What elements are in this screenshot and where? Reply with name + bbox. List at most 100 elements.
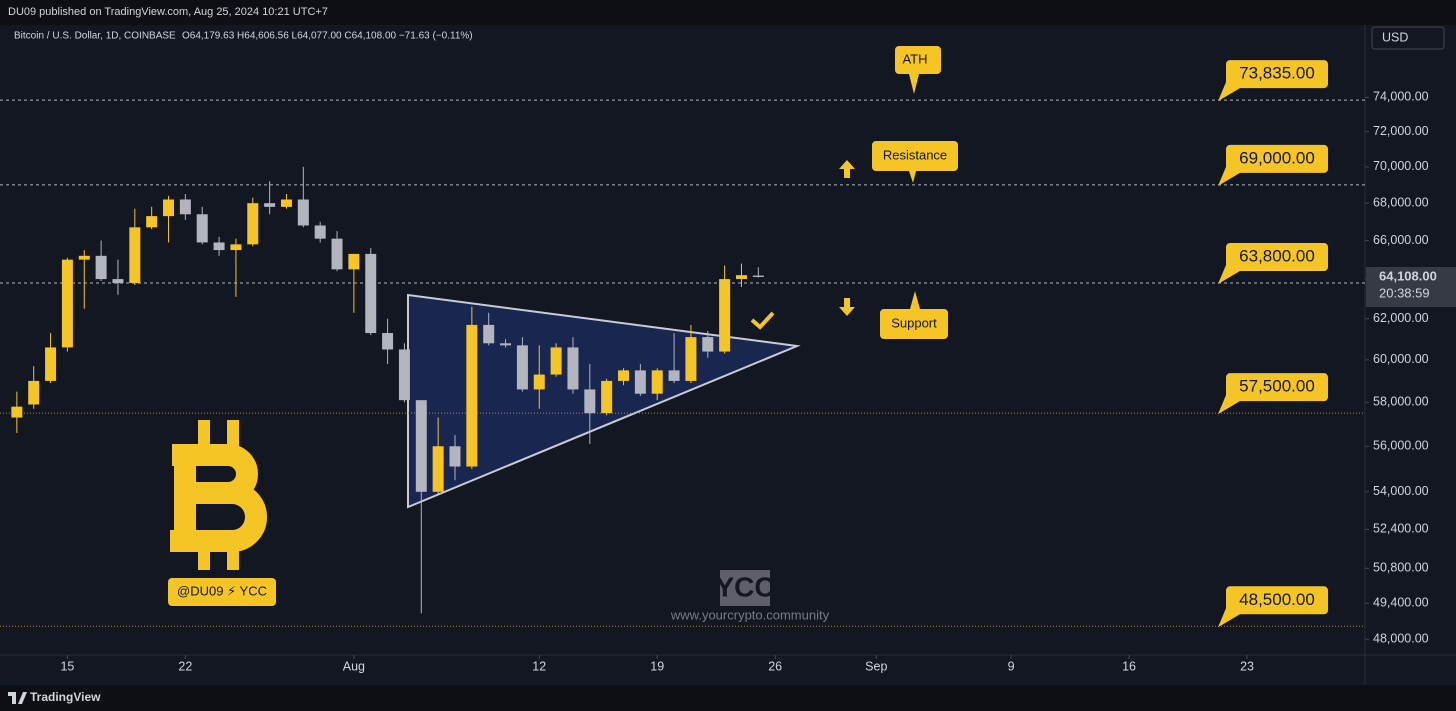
candle-body <box>179 199 191 215</box>
currency[interactable]: USD <box>1382 30 1408 44</box>
candle-body <box>702 337 714 352</box>
y-tick-label: 70,000.00 <box>1373 159 1429 173</box>
y-tick-label: 49,400.00 <box>1373 596 1429 610</box>
currency-box[interactable] <box>1371 26 1445 50</box>
level-label: 69,000.00 <box>1239 148 1315 167</box>
candle-body <box>584 389 596 414</box>
y-tick-label: 74,000.00 <box>1373 90 1429 104</box>
y-tick-label: 58,000.00 <box>1373 395 1429 409</box>
candle-body <box>230 244 242 251</box>
level-label: 73,835.00 <box>1239 64 1315 83</box>
x-tick-label: 22 <box>178 659 192 673</box>
url: www.yourcrypto.community <box>670 607 830 622</box>
level-callout <box>1218 373 1328 415</box>
last-price-box <box>1366 266 1456 307</box>
y-tick-label: 68,000.00 <box>1373 195 1429 209</box>
x-tick-label: Sep <box>865 659 887 673</box>
y-tick-label: 66,000.00 <box>1373 233 1429 247</box>
header-bar <box>0 0 1456 25</box>
x-tick-label: 26 <box>768 659 782 673</box>
candle-body <box>651 370 663 394</box>
ycc-logo-bg <box>720 570 770 606</box>
up-arrow <box>839 160 855 178</box>
footer-bar <box>0 685 1456 711</box>
y-tick-label: 50,800.00 <box>1373 561 1429 575</box>
candle-body <box>735 275 747 280</box>
x-tick-label: 16 <box>1122 659 1136 673</box>
candle-body <box>601 380 613 414</box>
candle-body <box>129 227 141 283</box>
candle-body <box>196 214 208 243</box>
level-callout <box>1218 242 1328 284</box>
candle-body <box>331 238 343 270</box>
level-callout <box>1218 144 1328 186</box>
level-label: 57,500.00 <box>1239 377 1315 396</box>
candle-body <box>297 199 309 226</box>
candle-body <box>483 324 495 344</box>
candle-body <box>449 446 461 467</box>
ohlc: O64,179.63 H64,606.56 L64,077.00 C64,108… <box>182 31 473 42</box>
y-tick-label: 72,000.00 <box>1373 124 1429 138</box>
annotation: Resistance <box>883 147 947 162</box>
level-callout <box>1218 586 1328 628</box>
annotation: ATH <box>902 51 927 66</box>
marks: 73,835.00 69,000.00 63,800.00 57,500.00 48,5… <box>0 60 1365 628</box>
countdown: 20:38:59 <box>1379 285 1430 300</box>
candle-body <box>146 216 158 228</box>
check-mark <box>750 311 775 330</box>
support-callout <box>880 291 948 339</box>
y-tick-label: 52,400.00 <box>1373 522 1429 536</box>
bitcoin-logo <box>170 420 267 570</box>
candle-body <box>618 370 630 381</box>
y-tick-label: 54,000.00 <box>1373 484 1429 498</box>
ycc-logo: YCC <box>715 571 774 602</box>
down-arrow <box>839 298 855 316</box>
candle-body <box>533 374 545 390</box>
candle-body <box>314 225 326 239</box>
tv-logo <box>8 692 27 704</box>
header: DU09 published on TradingView.com, Aug 2… <box>8 6 328 18</box>
level-callout <box>1218 60 1328 102</box>
candle-body <box>567 347 579 390</box>
candle-body <box>550 347 562 375</box>
candle-body <box>365 253 377 334</box>
y-tick-label: 56,000.00 <box>1373 439 1429 453</box>
candle-body <box>685 337 697 381</box>
footer: TradingView <box>30 690 101 704</box>
candle-body <box>348 253 360 270</box>
ath-callout <box>895 46 941 94</box>
level-label: 48,500.00 <box>1239 590 1315 609</box>
candle-body <box>264 203 276 207</box>
handle-badge <box>168 578 276 606</box>
candle-body <box>45 347 57 381</box>
x-tick-label: Aug <box>343 659 365 673</box>
candle-body <box>213 242 225 251</box>
candle-body <box>382 333 394 350</box>
candle-body <box>668 370 680 381</box>
y-tick-label: 48,000.00 <box>1373 632 1429 646</box>
candle-body <box>78 255 90 260</box>
candle-body <box>634 370 646 394</box>
candle-body <box>163 199 175 217</box>
candle-body <box>247 203 259 245</box>
candle-body <box>466 324 478 467</box>
y-tick-label: 62,000.00 <box>1373 311 1429 325</box>
candle-body <box>516 345 528 390</box>
handle: @DU09 ⚡ YCC <box>177 583 267 598</box>
symbol-info: Bitcoin / U.S. Dollar, 1D, COINBASE <box>14 31 176 42</box>
level-label: 63,800.00 <box>1239 246 1315 265</box>
x-tick-label: 12 <box>532 659 546 673</box>
x-tick-label: 23 <box>1240 659 1254 673</box>
candle-body <box>719 279 731 352</box>
candle-body <box>28 380 40 405</box>
candle-body <box>398 349 410 401</box>
candle-body <box>11 406 23 418</box>
candle-body <box>280 199 292 207</box>
candle-body <box>112 279 124 283</box>
x-tick-label: 9 <box>1008 659 1015 673</box>
candle-body <box>500 343 512 346</box>
candle-body <box>415 400 427 492</box>
candle-body <box>432 446 444 492</box>
